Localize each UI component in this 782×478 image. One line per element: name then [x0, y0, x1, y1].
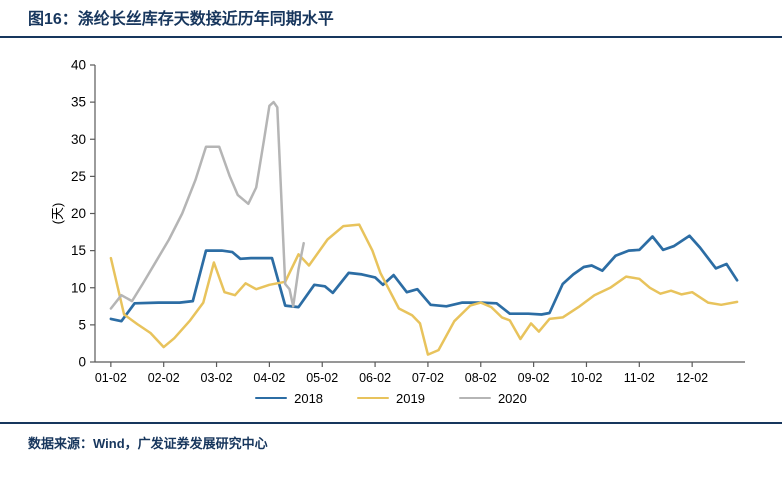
legend-item-2018: 2018: [255, 391, 323, 406]
x-tick-label: 07-02: [412, 371, 444, 385]
footer-divider: [0, 422, 782, 424]
y-tick-label: 0: [78, 355, 86, 370]
x-tick-label: 02-02: [148, 371, 180, 385]
x-tick-label: 05-02: [306, 371, 338, 385]
x-tick-label: 10-02: [570, 371, 602, 385]
series-line-2019: [109, 223, 739, 356]
source-note: 数据来源：Wind，广发证券发展研究中心: [28, 436, 268, 451]
y-tick-label: 25: [71, 169, 86, 184]
figure-header: 图16：涤纶长丝库存天数接近历年同期水平: [0, 0, 782, 31]
chart-area: 0 5 10 15 20 25 30 35 40 01-02 02-02 03-02 04-02 05-0…: [0, 40, 782, 408]
legend-label-2018: 2018: [294, 390, 324, 406]
x-tick-label: 06-02: [359, 371, 391, 385]
legend-swatch-2018: [255, 396, 288, 400]
y-tick-label: 10: [71, 280, 86, 295]
chart-legend: 2018 2019 2020: [0, 388, 782, 408]
y-tick-label: 35: [71, 95, 86, 110]
x-tick-label: 11-02: [624, 371, 655, 385]
y-axis-title: (天): [50, 203, 65, 225]
x-tick-label: 01-02: [95, 371, 127, 385]
x-tick-label: 03-02: [201, 371, 233, 385]
y-tick-label: 15: [71, 243, 86, 258]
legend-label-2020: 2020: [497, 390, 527, 406]
x-tick-label: 09-02: [518, 371, 550, 385]
title-divider: [0, 36, 782, 38]
x-tick-label: 04-02: [253, 371, 285, 385]
y-tick-label: 5: [78, 317, 86, 332]
x-tick-label: 12-02: [676, 371, 708, 385]
y-tick-label: 40: [71, 58, 86, 73]
legend-swatch-2019: [357, 396, 390, 400]
y-tick-label: 30: [71, 132, 86, 147]
series-line-2020: [109, 100, 305, 310]
legend-item-2020: 2020: [458, 390, 527, 406]
legend-label-2019: 2019: [396, 390, 425, 406]
y-tick-label: 20: [71, 206, 86, 221]
inventory-days-line-chart: 0 5 10 15 20 25 30 35 40 01-02 02-02 03-02 04-02 05-0…: [50, 58, 745, 385]
legend-swatch-2020: [458, 396, 491, 400]
figure-footer: 数据来源：Wind，广发证券发展研究中心: [0, 422, 782, 452]
x-tick-label: 08-02: [465, 371, 497, 385]
legend-item-2019: 2019: [357, 391, 425, 406]
figure-title: 图16：涤纶长丝库存天数接近历年同期水平: [28, 11, 334, 28]
series-line-2018: [109, 234, 739, 323]
